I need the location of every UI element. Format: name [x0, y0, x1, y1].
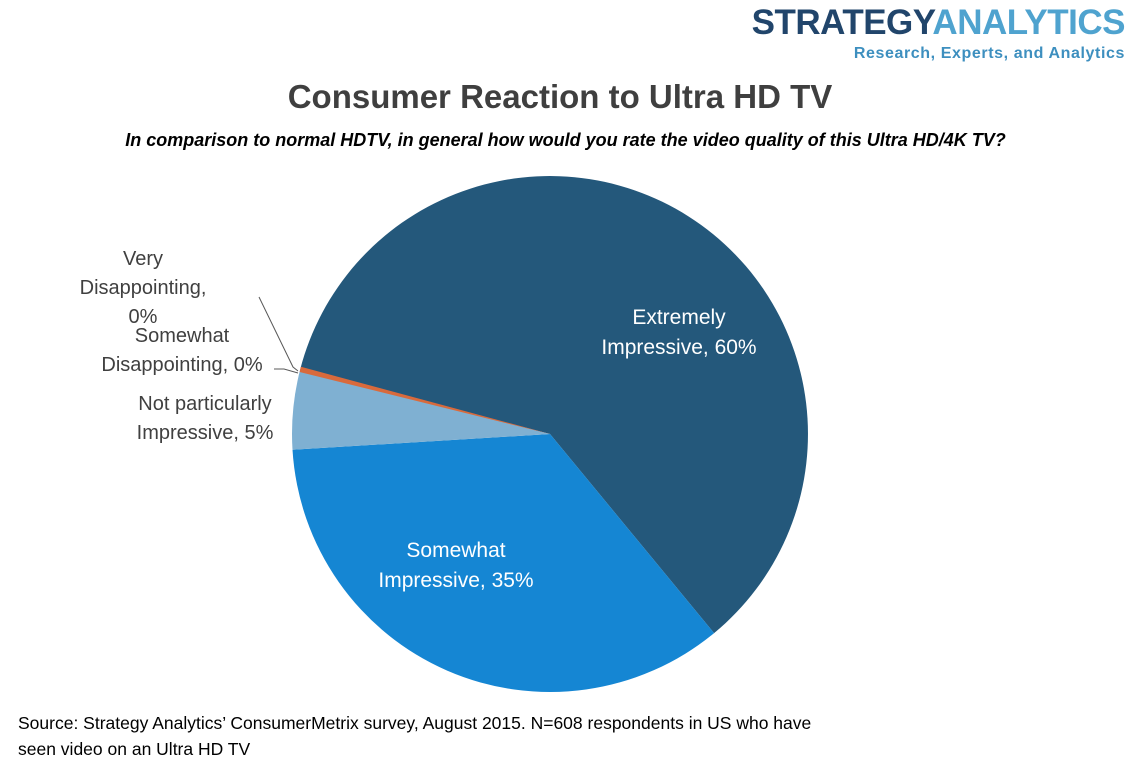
- logo-tagline: Research, Experts, and Analytics: [853, 45, 1125, 62]
- logo-word-analytics: ANALYTICS: [932, 3, 1125, 42]
- pie-label-very-disappointing: Very Disappointing, 0%: [79, 248, 207, 328]
- pie-label-somewhat-impressive: Somewhat Impressive, 35%: [378, 539, 534, 592]
- pie-slices: [292, 176, 808, 693]
- chart-title: Consumer Reaction to Ultra HD TV: [287, 78, 833, 115]
- leader-line-somewhat-disappointing: [274, 368, 299, 374]
- logo-word-strategy: STRATEGY: [751, 3, 933, 42]
- leader-lines: [258, 296, 299, 374]
- leader-line-very-disappointing: [258, 296, 299, 372]
- pie-slice-somewhat-impressive: [292, 434, 715, 693]
- pie-slice-extremely-impressive: [300, 176, 808, 634]
- pie-slice-not-particularly-impressive: [292, 369, 550, 450]
- strategy-analytics-logo: STRATEGYANALYTICS Research, Experts, and…: [751, 2, 1126, 63]
- pie-label-not-particularly-impressive: Not particularly Impressive, 5%: [136, 393, 274, 444]
- source-line-1: Source: Strategy Analytics’ ConsumerMetr…: [18, 713, 812, 733]
- pie-label-extremely-impressive: Extremely Impressive, 60%: [601, 306, 757, 359]
- pie-label-somewhat-disappointing: Somewhat Disappointing, 0%: [101, 325, 263, 376]
- logo-wordmark: STRATEGYANALYTICS: [751, 2, 1126, 44]
- source-note: Source: Strategy Analytics’ ConsumerMetr…: [18, 710, 918, 762]
- pie-slice-somewhat-disappointing: [299, 366, 550, 434]
- source-line-2: seen video on an Ultra HD TV: [18, 739, 251, 759]
- chart-question: In comparison to normal HDTV, in general…: [125, 130, 1006, 150]
